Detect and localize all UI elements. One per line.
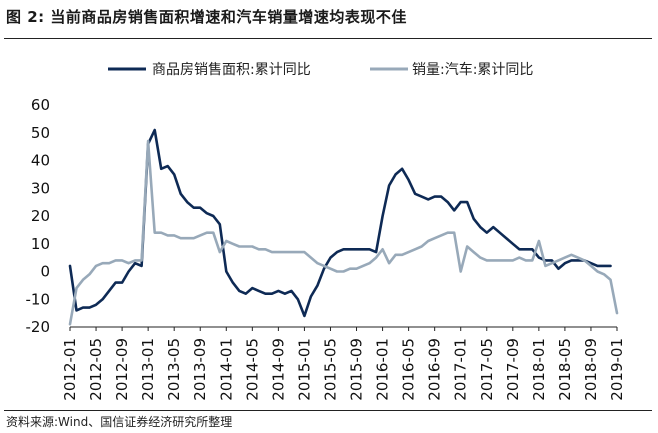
x-tick-label: 2016-09 xyxy=(426,338,444,401)
x-tick-label: 2014-01 xyxy=(217,338,235,401)
x-tick-label: 2019-01 xyxy=(608,338,626,401)
x-tick-label: 2015-01 xyxy=(295,338,313,401)
x-tick-label: 2014-09 xyxy=(269,338,287,401)
series-line-auto-sales xyxy=(68,139,619,326)
legend: 商品房销售面积:累计同比 销量:汽车:累计同比 xyxy=(108,61,533,78)
y-tick-label: 10 xyxy=(31,235,50,253)
x-tick-label: 2012-01 xyxy=(61,338,79,401)
source-rule xyxy=(4,410,652,411)
y-axis: -20 -10 0 10 20 30 40 50 60 xyxy=(26,96,51,336)
x-tick-label: 2014-05 xyxy=(243,338,261,401)
x-axis: 2012-01 2012-05 2012-09 2013-01 2013-05 2013-… xyxy=(61,326,626,401)
x-tick-label: 2016-05 xyxy=(400,338,418,401)
y-tick-label: 60 xyxy=(31,96,50,114)
x-tick-label: 2016-01 xyxy=(374,338,392,401)
y-tick-label: -10 xyxy=(26,290,51,308)
series-layer xyxy=(68,128,619,326)
x-tick-label: 2013-09 xyxy=(191,338,209,401)
x-tick-label: 2012-05 xyxy=(87,338,105,401)
y-tick-label: 50 xyxy=(31,124,50,142)
x-tick-label: 2013-01 xyxy=(139,338,157,401)
x-tick-label: 2018-09 xyxy=(582,338,600,401)
x-tick-label: 2018-01 xyxy=(530,338,548,401)
series-line-housing-sales xyxy=(68,128,612,318)
legend-label: 销量:汽车:累计同比 xyxy=(412,61,533,78)
x-tick-label: 2018-05 xyxy=(556,338,574,401)
x-tick-label: 2017-09 xyxy=(504,338,522,401)
x-tick-label: 2015-05 xyxy=(321,338,339,401)
y-tick-label: 20 xyxy=(31,207,50,225)
x-tick-label: 2012-09 xyxy=(113,338,131,401)
y-tick-label: 0 xyxy=(40,263,50,281)
x-tick-label: 2015-09 xyxy=(348,338,366,401)
y-tick-label: -20 xyxy=(26,318,51,336)
source-note: 资料来源:Wind、国信证券经济研究所整理 xyxy=(6,415,233,429)
x-tick-label: 2017-01 xyxy=(452,338,470,401)
title-rule xyxy=(4,38,652,39)
legend-label: 商品房销售面积:累计同比 xyxy=(152,62,311,78)
y-tick-label: 30 xyxy=(31,179,50,197)
y-tick-label: 40 xyxy=(31,152,50,170)
x-tick-label: 2013-05 xyxy=(165,338,183,401)
figure-title: 图 2: 当前商品房销售面积增速和汽车销量增速均表现不佳 xyxy=(6,8,407,26)
x-tick-label: 2017-05 xyxy=(478,338,496,401)
